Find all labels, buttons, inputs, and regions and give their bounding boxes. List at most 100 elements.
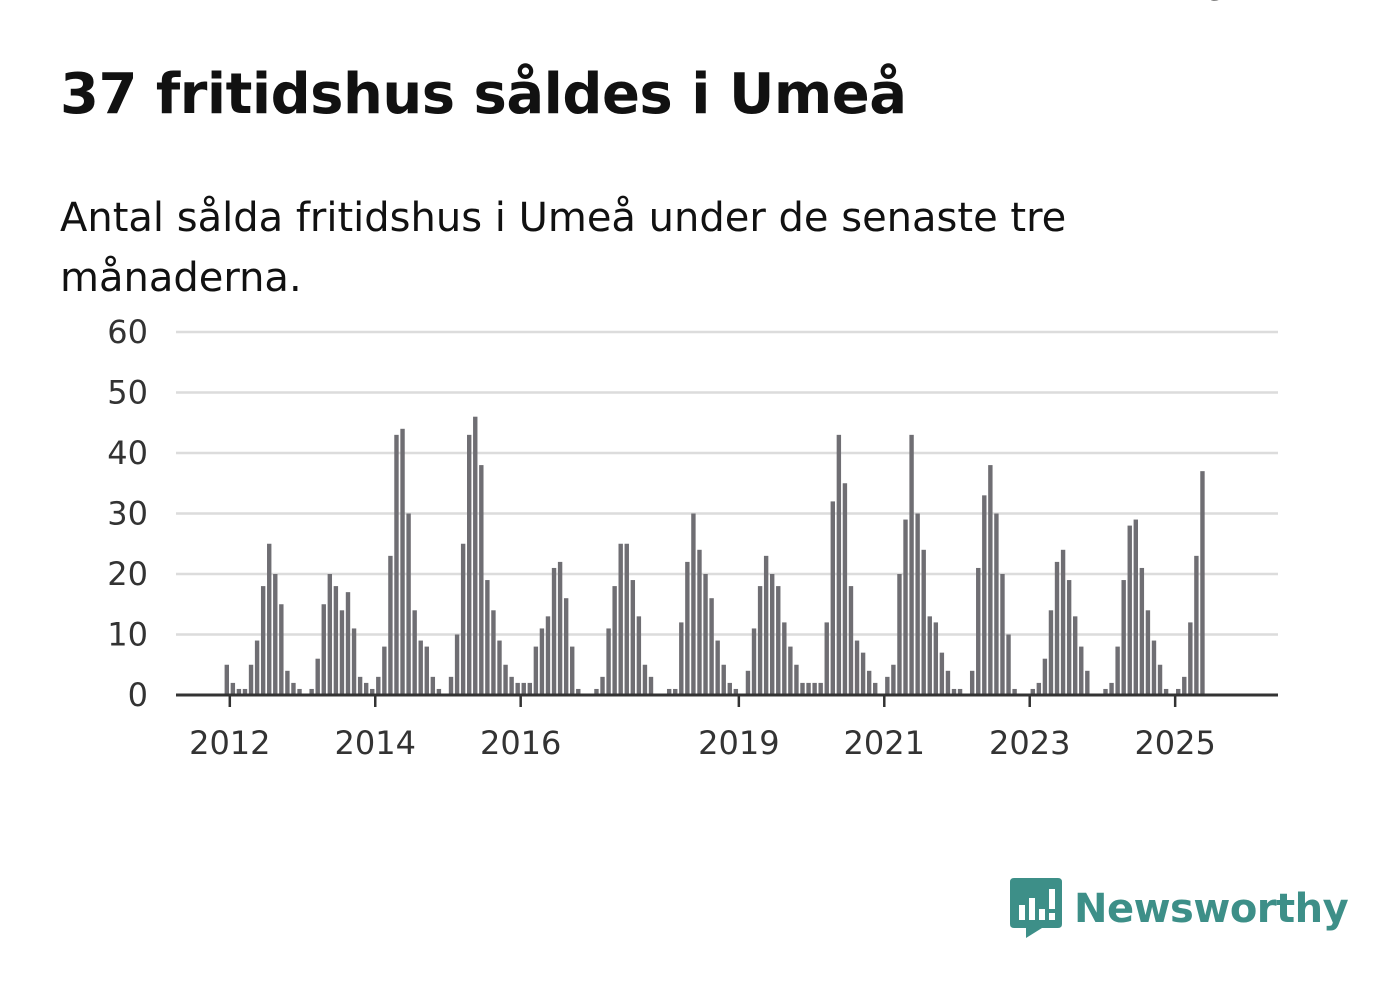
bar [836,434,842,695]
bar [703,574,708,695]
bar [424,646,429,695]
bar [285,670,290,695]
bar [860,652,866,695]
x-tick-label: 2025 [1134,724,1215,762]
bar [733,688,739,695]
bar [509,676,514,695]
bar [666,688,672,695]
bar [1000,574,1005,695]
bar [1188,622,1193,695]
bar [648,676,654,695]
bar [612,586,617,695]
bar [539,628,545,695]
bar [945,670,951,695]
bar [927,616,932,695]
bar [745,670,751,695]
bar [1127,525,1132,695]
bar [1066,580,1072,695]
bar [545,616,551,695]
bar [606,628,611,695]
bar [576,688,581,695]
y-tick-label: 50 [107,374,148,412]
bar [527,682,532,695]
bar [624,543,629,695]
bar [873,682,878,695]
bar [909,434,914,695]
bar [618,543,623,695]
bar [345,592,351,695]
bar [1006,634,1011,695]
bar [891,664,896,695]
bar [770,574,775,695]
x-tick-label: 2014 [335,724,416,762]
bar [563,598,569,695]
bar [1157,664,1163,695]
bar [570,646,575,695]
bar [1048,610,1054,695]
y-tick-label: 40 [107,434,148,472]
bar [1163,688,1169,695]
bar [248,664,254,695]
bar [551,567,557,695]
bar [467,434,472,695]
bar [939,652,945,695]
bar [806,682,811,695]
bar [1103,688,1108,695]
bar [533,646,539,695]
bar [842,483,848,695]
bar [1121,580,1126,695]
bar [679,622,684,695]
bar [933,622,939,695]
bar [1085,670,1090,695]
bar [818,682,823,695]
brand-name: Newsworthy [1074,886,1349,932]
bar [1060,549,1066,695]
bar [279,604,284,695]
bar [1200,471,1205,695]
y-tick-label: 10 [107,616,148,654]
bar [1194,555,1199,695]
bar [267,543,272,695]
newsworthy-logo-icon [1010,878,1062,938]
bar [715,640,720,695]
bar [788,646,793,695]
chart-subtitle: Antal sålda fritidshus i Umeå under de s… [60,195,1067,301]
bar [636,616,642,695]
bar [897,574,902,695]
bar [273,574,278,695]
bar [976,567,981,695]
bar [1115,646,1120,695]
bar [515,682,520,695]
bar [1109,682,1114,695]
bar [1139,567,1145,695]
bar [1036,682,1042,695]
bar [866,670,872,695]
bar [430,676,436,695]
y-tick-label: 30 [107,495,148,533]
bar [812,682,817,695]
bar [1176,688,1181,695]
bar [1079,646,1084,695]
bar [497,640,502,695]
bar [485,580,490,695]
bar [448,676,454,695]
bar [1182,676,1187,695]
bar [400,428,405,695]
chart-title: 37 fritidshus såldes i Umeå [60,62,907,127]
bar [800,682,805,695]
bar [642,664,648,695]
bar [436,688,442,695]
bar [673,688,678,695]
bar [751,628,757,695]
highlight-value-label: 37 [1206,0,1248,8]
x-tick-label: 2021 [844,724,925,762]
bar [757,586,763,695]
bar [921,549,926,695]
y-tick-label: 60 [107,313,148,351]
bar [454,634,460,695]
bar [321,604,326,695]
bar [763,555,769,695]
bar [236,688,242,695]
bar [824,622,829,695]
